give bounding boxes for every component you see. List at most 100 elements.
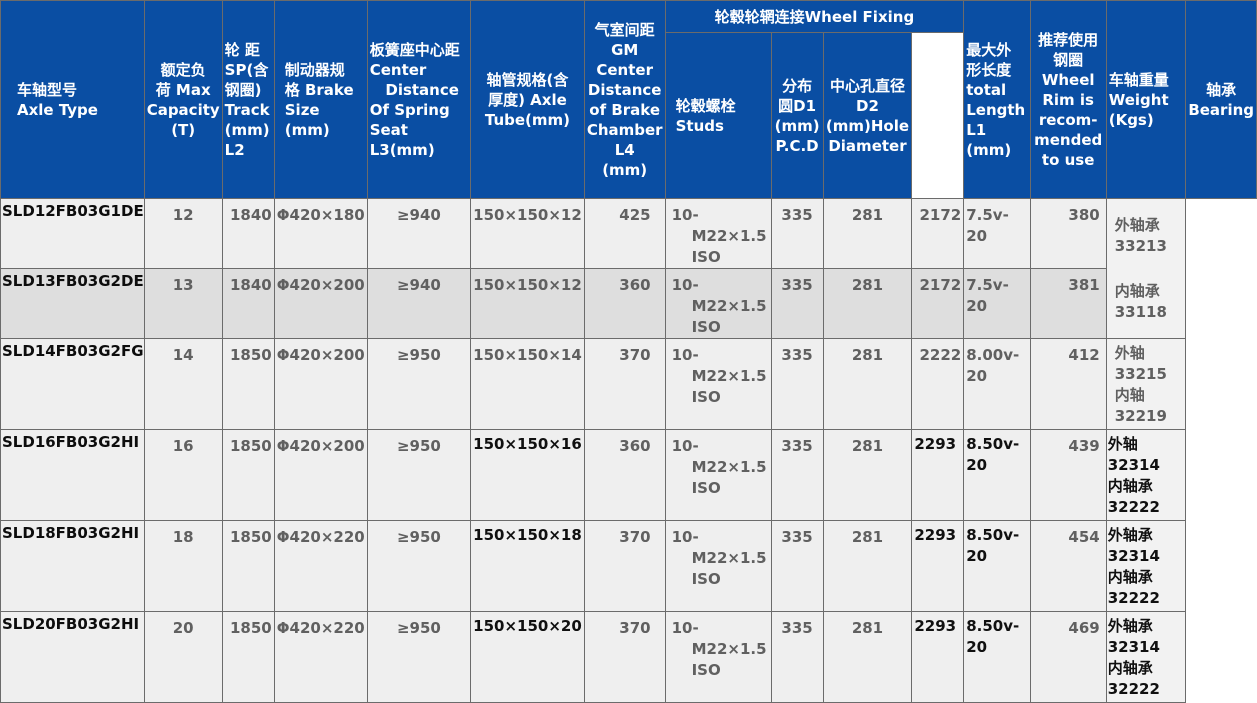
tube-cell: 150×150×14 [470, 338, 585, 430]
header-bearing: 轴承 Bearing [1185, 0, 1257, 199]
tube-cell: 150×150×16 [470, 429, 585, 521]
model-cell: SLD16FB03G2HI [0, 429, 145, 521]
chamber-cell: 360 [583, 429, 666, 521]
header-brake-size: 制动器规格 Brake Size (mm) [273, 0, 368, 199]
table-row: SLD14FB03G2FG 14 1850 Φ420×200 ≥950 150×… [0, 338, 1257, 430]
brake-cell: Φ420×220 [273, 611, 368, 703]
pcd-cell: 335 [770, 520, 824, 612]
table-row: SLD18FB03G2HI 18 1850 Φ420×220 ≥950 150×… [0, 520, 1257, 612]
model-cell: SLD14FB03G2FG [0, 338, 145, 430]
track-cell: 1850 [221, 611, 275, 703]
length-cell: 2222 [911, 338, 965, 430]
bearing-cell: 外轴33215 内轴32219 [1105, 338, 1187, 430]
track-cell: 1840 [221, 268, 275, 339]
hole-cell: 281 [822, 338, 913, 430]
weight-cell: 412 [1029, 338, 1107, 430]
length-cell: 2293 [911, 429, 965, 521]
capacity-cell: 13 [143, 268, 223, 339]
rim-cell: 7.5v-20 [963, 198, 1031, 269]
chamber-cell: 360 [583, 268, 666, 339]
header-spring-seat: 板簧座中心距 Center Distance Of Spring Seat L3(mm… [366, 0, 472, 199]
header-wheel-rim: 推荐使用 钢圈 Wheel Rim is recom-mended to use [1029, 0, 1107, 199]
table-row: SLD13FB03G2DE 13 1840 Φ420×200 ≥940 150×… [0, 268, 1257, 339]
spring-cell: ≥940 [366, 198, 472, 269]
header-weight: 车轴重量 Weight (Kgs) [1105, 0, 1187, 199]
bearing-cell: 外轴承32314 内轴承32222 [1105, 611, 1187, 703]
bearing-cell: 外轴承32314 内轴承32222 [1105, 520, 1187, 612]
capacity-cell: 14 [143, 338, 223, 430]
header-axle-tube: 轴管规格(含 厚度) Axle Tube(mm) [470, 0, 585, 199]
capacity-cell: 12 [143, 198, 223, 269]
weight-cell: 454 [1029, 520, 1107, 612]
bearing-cell: 外轴32314 内轴承32222 [1105, 429, 1187, 521]
capacity-cell: 18 [143, 520, 223, 612]
weight-cell: 469 [1029, 611, 1107, 703]
rim-cell: 8.00v-20 [963, 338, 1031, 430]
pcd-cell: 335 [770, 338, 824, 430]
chamber-cell: 370 [583, 611, 666, 703]
pcd-cell: 335 [770, 198, 824, 269]
rim-cell: 8.50v-20 [963, 520, 1031, 612]
track-cell: 1840 [221, 198, 275, 269]
pcd-cell: 335 [770, 611, 824, 703]
table-row: SLD20FB03G2HI 20 1850 Φ420×220 ≥950 150×… [0, 611, 1257, 703]
tube-cell: 150×150×12 [470, 268, 585, 339]
spring-cell: ≥950 [366, 338, 472, 430]
track-cell: 1850 [221, 429, 275, 521]
studs-cell: 10- M22×1.5 ISO [664, 520, 772, 612]
header-hole-diameter: 中心孔直径 D2 (mm)Hole Diameter [822, 32, 913, 199]
studs-cell: 10- M22×1.5 ISO [664, 611, 772, 703]
rim-cell: 8.50v-20 [963, 429, 1031, 521]
header-total-length: 最大外 形长度 total Length L1 (mm) [963, 0, 1031, 199]
studs-cell: 10- M22×1.5 ISO [664, 429, 772, 521]
header-studs: 轮毂螺栓 Studs [664, 32, 772, 199]
weight-cell: 380 [1029, 198, 1107, 269]
studs-cell: 10- M22×1.5 ISO [664, 198, 772, 269]
tube-cell: 150×150×12 [470, 198, 585, 269]
model-cell: SLD12FB03G1DE [0, 198, 145, 269]
studs-cell: 10- M22×1.5 ISO [664, 268, 772, 339]
hole-cell: 281 [822, 268, 913, 339]
model-cell: SLD18FB03G2HI [0, 520, 145, 612]
capacity-cell: 16 [143, 429, 223, 521]
tube-cell: 150×150×18 [470, 520, 585, 612]
capacity-cell: 20 [143, 611, 223, 703]
header-track: 轮 距 SP(含 钢圈) Track (mm) L2 [221, 0, 275, 199]
rim-cell: 7.5v-20 [963, 268, 1031, 339]
brake-cell: Φ420×180 [273, 198, 368, 269]
spring-cell: ≥940 [366, 268, 472, 339]
brake-cell: Φ420×220 [273, 520, 368, 612]
brake-cell: Φ420×200 [273, 338, 368, 430]
table-row: SLD16FB03G2HI 16 1850 Φ420×200 ≥950 150×… [0, 429, 1257, 521]
model-cell: SLD13FB03G2DE [0, 268, 145, 339]
hole-cell: 281 [822, 520, 913, 612]
track-cell: 1850 [221, 520, 275, 612]
track-cell: 1850 [221, 338, 275, 430]
tube-cell: 150×150×20 [470, 611, 585, 703]
table-row: SLD12FB03G1DE 12 1840 Φ420×180 ≥940 150×… [0, 198, 1257, 339]
header-pcd: 分布 圆D1 (mm) P.C.D [770, 32, 824, 199]
studs-cell: 10- M22×1.5 ISO [664, 338, 772, 430]
length-cell: 2293 [911, 520, 965, 612]
hole-cell: 281 [822, 611, 913, 703]
header-wheel-fixing: 轮毂轮辋连接Wheel Fixing [664, 0, 965, 33]
chamber-cell: 370 [583, 338, 666, 430]
length-cell: 2172 [911, 198, 965, 269]
chamber-cell: 425 [583, 198, 666, 269]
header-chamber: 气室间距 GM Center Distance of Brake Chamber L4 (mm… [583, 0, 666, 199]
length-cell: 2172 [911, 268, 965, 339]
length-cell: 2293 [911, 611, 965, 703]
spring-cell: ≥950 [366, 611, 472, 703]
spring-cell: ≥950 [366, 520, 472, 612]
header-axle-type: 车轴型号 Axle Type [0, 0, 145, 199]
brake-cell: Φ420×200 [273, 268, 368, 339]
brake-cell: Φ420×200 [273, 429, 368, 521]
pcd-cell: 335 [770, 429, 824, 521]
weight-cell: 439 [1029, 429, 1107, 521]
hole-cell: 281 [822, 429, 913, 521]
weight-cell: 381 [1029, 268, 1107, 339]
model-cell: SLD20FB03G2HI [0, 611, 145, 703]
header-capacity: 额定负荷 Max Capacity (T) [143, 0, 223, 199]
bearing-cell: 外轴承33213 内轴承33118 [1105, 198, 1187, 339]
